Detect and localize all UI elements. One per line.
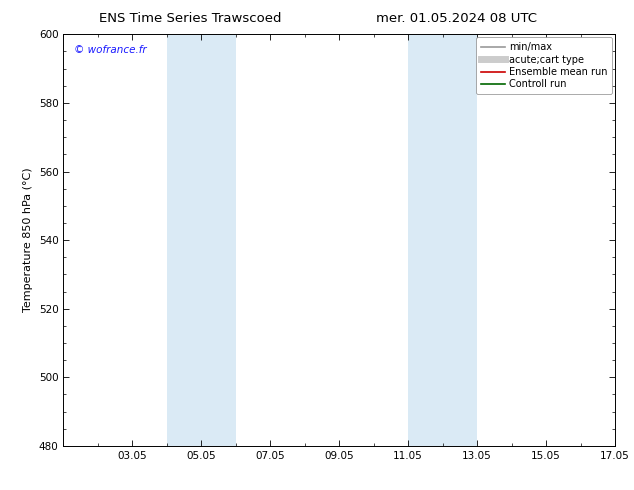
Text: mer. 01.05.2024 08 UTC: mer. 01.05.2024 08 UTC [376, 12, 537, 25]
Legend: min/max, acute;cart type, Ensemble mean run, Controll run: min/max, acute;cart type, Ensemble mean … [476, 37, 612, 94]
Bar [408, 34, 477, 446]
Text: © wofrance.fr: © wofrance.fr [74, 45, 147, 54]
Bar [167, 34, 236, 446]
Text: ENS Time Series Trawscoed: ENS Time Series Trawscoed [99, 12, 281, 25]
Y-axis label: Temperature 850 hPa (°C): Temperature 850 hPa (°C) [23, 168, 33, 313]
